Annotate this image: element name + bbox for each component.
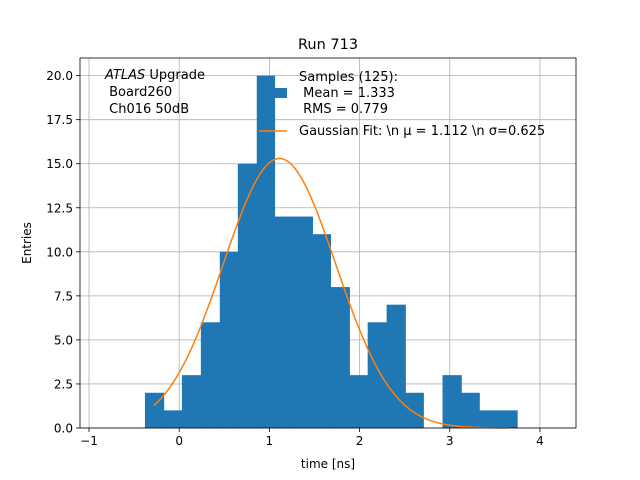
histogram-bar-0 xyxy=(144,392,165,428)
histogram-bar-5 xyxy=(237,163,258,428)
y-tick-label-3: 7.5 xyxy=(54,289,73,303)
y-tick-label-0: 0.0 xyxy=(54,422,73,436)
histogram-bar-18 xyxy=(479,410,499,428)
annotation-atlas: ATLAS xyxy=(104,68,145,83)
x-tick-label-1: 0 xyxy=(175,434,183,448)
y-tick-label-2: 5.0 xyxy=(54,333,73,347)
histogram-bar-10 xyxy=(330,287,350,428)
y-tick-label-8: 20.0 xyxy=(46,69,73,83)
histogram-bar-13 xyxy=(386,304,406,428)
histogram-bar-14 xyxy=(405,392,424,428)
legend-histogram-patch xyxy=(259,88,287,98)
legend-rms: RMS = 0.779 xyxy=(299,102,388,117)
histogram-bar-3 xyxy=(200,322,221,428)
histogram-bar-6 xyxy=(256,75,276,428)
legend: Samples (125): Mean = 1.333 RMS = 0.779 … xyxy=(259,70,545,139)
x-tick-label-2: 1 xyxy=(266,434,274,448)
svg-text:ATLAS Upgrade: ATLAS Upgrade xyxy=(104,68,205,83)
x-tick-label-4: 3 xyxy=(446,434,454,448)
histogram-bar-8 xyxy=(293,216,313,428)
histogram-bar-19 xyxy=(498,410,518,428)
legend-fit-label: Gaussian Fit: \n μ = 1.112 \n σ=0.625 xyxy=(299,124,545,139)
histogram-bar-16 xyxy=(442,375,462,428)
y-axis-ticks: 0.0 2.5 5.0 7.5 10.0 12.5 15.0 17.5 20.0 xyxy=(46,69,80,436)
histogram-bar-11 xyxy=(349,375,368,428)
x-axis-label: time [ns] xyxy=(301,457,355,471)
annotation-channel: Ch016 50dB xyxy=(105,102,189,117)
y-tick-label-7: 17.5 xyxy=(46,113,73,127)
y-axis-label: Entries xyxy=(20,222,34,264)
legend-histogram-label: Samples (125): xyxy=(299,70,398,85)
histogram-bars xyxy=(144,75,518,428)
y-tick-label-6: 15.0 xyxy=(46,157,73,171)
histogram-bar-17 xyxy=(461,392,480,428)
histogram-bar-7 xyxy=(274,216,295,428)
y-tick-label-5: 12.5 xyxy=(46,201,73,215)
annotation-board: Board260 xyxy=(105,85,172,100)
chart-title: Run 713 xyxy=(298,37,358,53)
plot-frame xyxy=(79,57,577,429)
gaussian-fit-curve xyxy=(153,157,509,429)
histogram-bar-4 xyxy=(219,251,239,428)
y-tick-label-1: 2.5 xyxy=(54,377,73,391)
x-axis-ticks: −1 0 1 2 3 4 xyxy=(80,428,544,448)
annotation-upgrade: Upgrade xyxy=(145,68,205,83)
atlas-annotation: ATLAS Upgrade Board260 Ch016 50dB xyxy=(104,68,205,117)
histogram-bar-2 xyxy=(181,375,202,428)
x-tick-label-3: 2 xyxy=(356,434,364,448)
y-tick-label-4: 10.0 xyxy=(46,245,73,259)
histogram-bar-9 xyxy=(312,234,332,428)
histogram-bar-1 xyxy=(163,410,183,428)
histogram-bar-12 xyxy=(367,322,387,428)
x-tick-label-5: 4 xyxy=(536,434,544,448)
x-tick-label-0: −1 xyxy=(80,434,98,448)
legend-mean: Mean = 1.333 xyxy=(299,86,395,101)
